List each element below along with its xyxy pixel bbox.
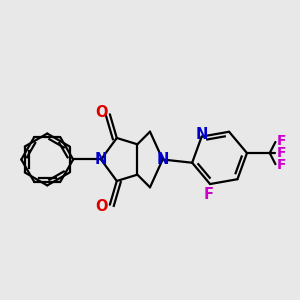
Text: O: O: [96, 199, 108, 214]
Text: F: F: [277, 146, 286, 160]
Text: N: N: [196, 127, 208, 142]
Text: N: N: [157, 152, 169, 167]
Text: F: F: [277, 134, 286, 148]
Text: F: F: [203, 187, 214, 202]
Text: N: N: [95, 152, 107, 167]
Text: F: F: [277, 158, 286, 172]
Text: O: O: [96, 105, 108, 120]
